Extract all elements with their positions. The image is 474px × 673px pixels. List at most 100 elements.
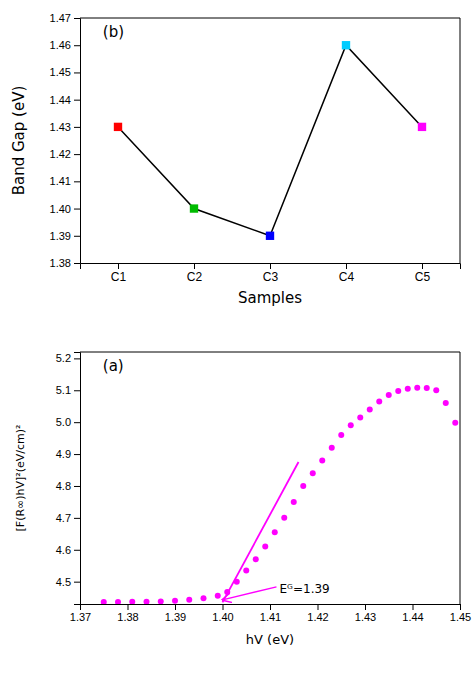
data-point	[386, 392, 392, 398]
y-axis-title: [F(R∞)hV]²(eV/cm)²	[14, 425, 27, 532]
tick-mark	[175, 604, 176, 610]
tick-mark	[318, 604, 319, 610]
tick-label: C5	[415, 270, 431, 284]
data-point	[243, 568, 249, 574]
data-point	[424, 385, 430, 391]
axis-line	[81, 605, 461, 611]
data-point	[342, 41, 350, 49]
plot-frame	[460, 18, 461, 263]
tick: 4.5	[56, 576, 80, 588]
axis-line	[74, 353, 81, 605]
plot-frame	[80, 352, 460, 353]
data-point	[414, 385, 420, 391]
tick-label: 1.39	[165, 611, 186, 623]
tick-label: 1.47	[50, 12, 71, 24]
data-point	[348, 422, 354, 428]
data-point	[452, 420, 458, 426]
data-point	[291, 499, 297, 505]
data-point	[266, 232, 274, 240]
tick-label: 1.37	[70, 611, 91, 623]
data-point	[144, 599, 150, 604]
tick: 4.8	[56, 480, 80, 492]
tick: 1.42	[50, 148, 80, 160]
tick-label: 1.39	[50, 230, 71, 242]
data-point	[190, 204, 198, 212]
tick-label: 1.45	[50, 66, 71, 78]
data-point	[114, 123, 122, 131]
tick-mark	[74, 45, 80, 46]
tick-mark	[460, 604, 461, 610]
chart-figure: 1.38 1.39 1.40 1.41 1.42 1.43 1.44 1.45 1.46 1.47…	[0, 0, 474, 673]
tick: 1.40	[50, 203, 80, 215]
tick-label: 1.45	[450, 611, 471, 623]
data-point	[172, 598, 178, 604]
data-point	[262, 544, 268, 550]
tick-label: C2	[187, 270, 203, 284]
data-point	[300, 483, 306, 489]
x-axis-title: hV (eV)	[246, 632, 294, 647]
tick: 1.38	[50, 257, 80, 269]
data-point	[215, 593, 221, 599]
tick: 5.1	[56, 384, 80, 396]
data-point	[115, 599, 121, 604]
data-point	[310, 470, 316, 476]
tick: C4	[339, 263, 355, 284]
tick: C3	[263, 263, 279, 284]
tick: 1.44	[402, 604, 423, 623]
tick-mark	[413, 604, 414, 610]
x-axis-title: Samples	[238, 289, 302, 307]
data-point	[201, 595, 207, 601]
tick: 4.9	[56, 448, 80, 460]
y-axis-title: Band Gap (eV)	[10, 86, 28, 196]
tick-label: 5.1	[56, 384, 71, 396]
tick-mark	[194, 263, 195, 269]
tick: 1.40	[212, 604, 233, 623]
tick: 1.43	[355, 604, 376, 623]
tick-label: 4.5	[56, 576, 71, 588]
tick-mark	[74, 72, 80, 73]
tick-mark	[422, 263, 423, 269]
tick: C5	[415, 263, 431, 284]
tick-label: 1.40	[212, 611, 233, 623]
tick: 1.45	[450, 604, 471, 623]
tick-label: 4.9	[56, 448, 71, 460]
data-point	[405, 386, 411, 392]
data-point	[158, 598, 164, 604]
tick: 1.45	[50, 66, 80, 78]
panel-label: (a)	[103, 357, 124, 375]
x-axis: 1.371.381.391.401.411.421.431.441.45	[70, 604, 471, 623]
tick: 1.41	[50, 175, 80, 187]
tick: 1.39	[50, 230, 80, 242]
tick: 1.47	[50, 12, 80, 24]
tick: 1.43	[50, 121, 80, 133]
tick: 4.7	[56, 512, 80, 524]
tick-mark	[365, 604, 366, 610]
tick-mark	[223, 604, 224, 610]
tick-mark	[74, 582, 80, 583]
data-point	[253, 556, 259, 562]
plot-area	[101, 385, 459, 604]
tick: 1.38	[117, 604, 138, 623]
tick: 1.37	[70, 604, 91, 623]
axis-line	[74, 19, 81, 264]
tick-mark	[74, 127, 80, 128]
tick-label: 1.46	[50, 39, 71, 51]
tick-mark	[80, 604, 81, 610]
data-point	[376, 398, 382, 404]
tick-label: 1.43	[355, 611, 376, 623]
tick-label: 1.38	[117, 611, 138, 623]
tick: 1.41	[260, 604, 281, 623]
tick-mark	[74, 390, 80, 391]
annotation-arrow	[223, 587, 277, 600]
tick-mark	[118, 263, 119, 269]
tick-mark	[270, 263, 271, 269]
axis-line	[81, 264, 461, 270]
tick-label: 4.6	[56, 544, 71, 556]
tick-mark	[74, 18, 80, 19]
tick-label: C3	[263, 270, 279, 284]
data-point	[338, 432, 344, 438]
tick-label: 1.41	[260, 611, 281, 623]
tick: C2	[187, 263, 203, 284]
tick-mark	[346, 263, 347, 269]
tick-label: 1.44	[50, 94, 71, 106]
